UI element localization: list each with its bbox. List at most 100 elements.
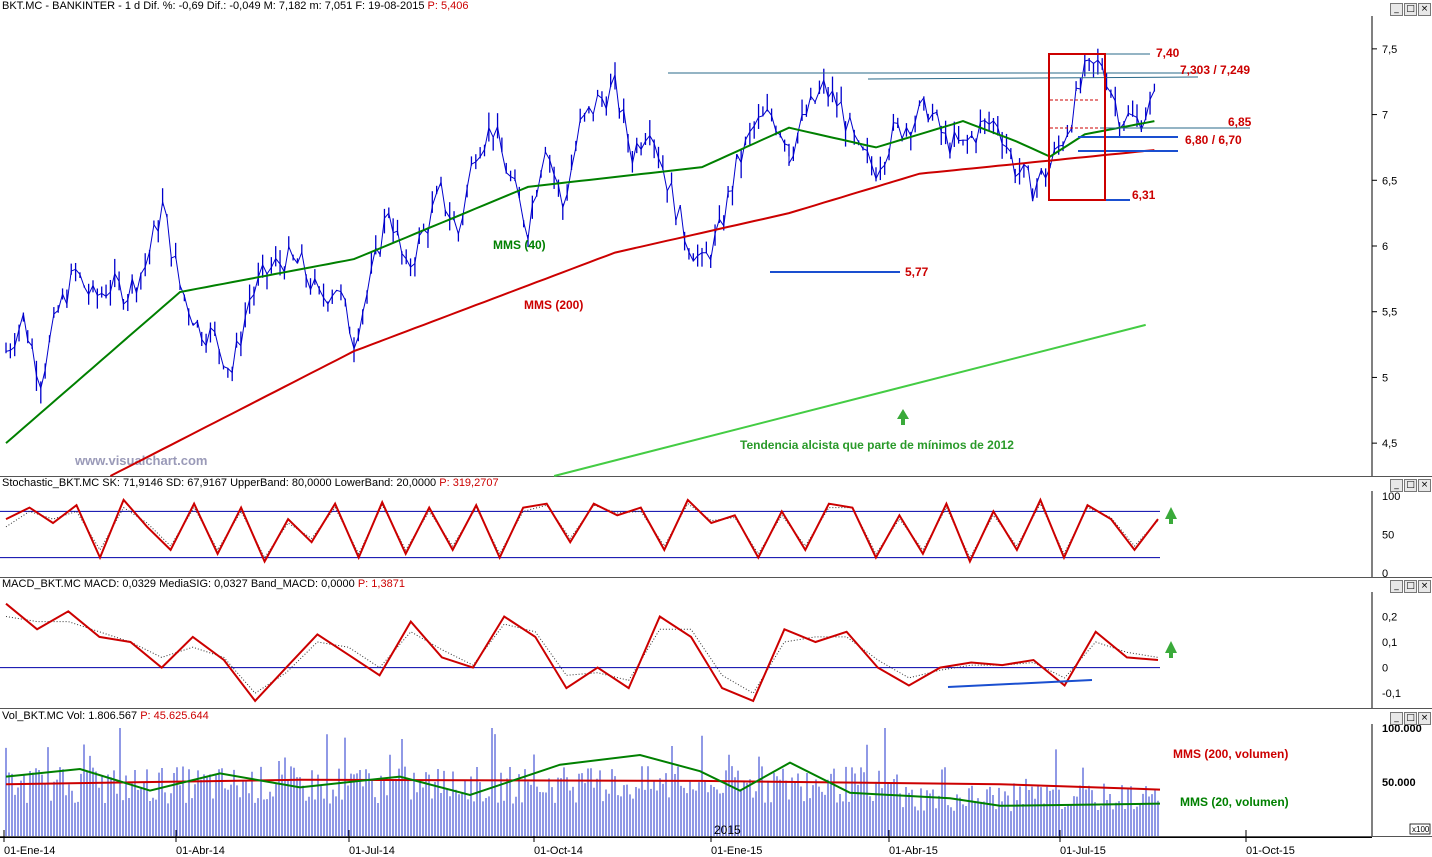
macd-ytick-label: 0,2 <box>1382 611 1397 623</box>
price-segment <box>710 233 716 261</box>
price-segment <box>566 168 572 195</box>
price-segment <box>214 331 220 351</box>
price-segment <box>958 139 964 142</box>
macd-close-button[interactable]: × <box>1418 580 1431 593</box>
price-segment <box>1054 145 1060 150</box>
x-tick-label: 01-Jul-15 <box>1060 845 1106 857</box>
x-tick-label: 01-Jul-14 <box>349 845 395 857</box>
price-segment <box>862 148 868 152</box>
price-segment <box>66 270 72 305</box>
mms40-line <box>5 120 1155 444</box>
volume-minimize-button[interactable]: _ <box>1390 712 1403 725</box>
price-segment <box>728 190 733 192</box>
price-ytick-label: 5 <box>1382 372 1388 384</box>
price-segment <box>97 292 102 296</box>
price-segment <box>392 230 398 234</box>
price-segment <box>105 291 111 297</box>
price-segment <box>62 293 68 305</box>
price-segment <box>588 106 594 115</box>
price-segment <box>901 127 907 139</box>
price-segment <box>310 278 316 291</box>
price-segment <box>57 293 64 311</box>
price-segment <box>201 339 207 346</box>
price-segment <box>462 188 468 218</box>
mms200-label: MMS (200) <box>524 298 583 312</box>
price-segment <box>614 74 620 113</box>
price-segment <box>562 193 568 208</box>
price-segment <box>144 251 151 268</box>
stochastic-minimize-button[interactable]: _ <box>1390 479 1403 492</box>
price-segment <box>705 252 712 261</box>
price-segment <box>44 339 50 371</box>
price-segment <box>971 135 977 144</box>
macd-minimize-button[interactable]: _ <box>1390 580 1403 593</box>
price-segment <box>123 299 129 305</box>
volume-mms20-label: MMS (20, volumen) <box>1180 795 1289 809</box>
price-header-text: BKT.MC - BANKINTER - 1 d Dif. %: -0,69 D… <box>2 0 425 12</box>
macd-maximize-button[interactable]: □ <box>1404 580 1417 593</box>
price-segment <box>436 182 442 193</box>
volume-ytick-label: 100.000 <box>1382 723 1422 735</box>
price-segment <box>988 120 994 125</box>
price-segment <box>149 224 155 252</box>
macd-header-p: P: 1,3871 <box>357 578 405 590</box>
price-segment <box>949 131 955 155</box>
price-segment <box>109 273 116 293</box>
price-segment <box>623 109 629 141</box>
price-segment <box>388 212 394 233</box>
price-segment <box>249 294 255 301</box>
volume-close-button[interactable]: × <box>1418 712 1431 725</box>
stochastic-ytick-label: 100 <box>1382 491 1400 503</box>
price-minimize-button[interactable]: _ <box>1390 3 1403 16</box>
price-segment <box>536 172 542 196</box>
price-segment <box>753 116 759 127</box>
price-segment <box>879 164 886 170</box>
up-arrow-icon <box>897 409 909 425</box>
price-segment <box>14 328 20 348</box>
price-segment <box>22 313 29 341</box>
price-segment <box>1001 143 1007 148</box>
price-segment <box>836 101 842 107</box>
price-segment <box>579 114 585 120</box>
price-segment <box>941 131 946 134</box>
mms40-label: MMS (40) <box>493 238 546 252</box>
price-ytick-label: 7,5 <box>1382 44 1397 56</box>
stochastic-sk-line <box>5 497 1159 564</box>
price-segment <box>779 134 786 145</box>
price-segment <box>631 143 638 164</box>
price-ytick-label: 6 <box>1382 241 1388 253</box>
price-segment <box>192 320 198 326</box>
stochastic-close-button[interactable]: × <box>1418 479 1431 492</box>
price-segment <box>466 164 472 189</box>
stochastic-up-arrow-icon <box>1165 507 1177 524</box>
price-segment <box>884 153 890 166</box>
price-ytick-label: 4,5 <box>1382 438 1397 450</box>
price-segment <box>1084 59 1090 62</box>
price-maximize-button[interactable]: □ <box>1404 3 1417 16</box>
price-segment <box>592 94 599 115</box>
price-segment <box>557 185 564 208</box>
scale-badge-text: x100 <box>1412 825 1430 834</box>
stochastic-maximize-button[interactable]: □ <box>1404 479 1417 492</box>
price-segment <box>731 154 738 191</box>
macd-divergence-line <box>947 679 1093 688</box>
price-segment <box>484 127 490 150</box>
x-tick-label: 01-Oct-14 <box>534 845 583 857</box>
macd-header-text: MACD_BKT.MC MACD: 0,0329 MediaSIG: 0,032… <box>2 578 355 590</box>
price-close-button[interactable]: × <box>1418 3 1431 16</box>
price-segment <box>53 309 59 315</box>
price-segment <box>523 222 529 240</box>
price-segment <box>875 169 881 180</box>
price-segment <box>953 131 960 141</box>
price-segment <box>1027 168 1034 201</box>
mms200-line <box>109 149 1155 477</box>
price-segment <box>327 295 333 305</box>
macd-panel-header: MACD_BKT.MC MACD: 0,0329 MediaSIG: 0,032… <box>2 578 405 590</box>
price-segment <box>384 212 390 219</box>
price-segment <box>1071 88 1077 129</box>
volume-maximize-button[interactable]: □ <box>1404 712 1417 725</box>
price-segment <box>1079 60 1086 90</box>
price-segment <box>162 201 168 217</box>
price-segment <box>1114 100 1121 129</box>
price-segment <box>666 182 672 192</box>
